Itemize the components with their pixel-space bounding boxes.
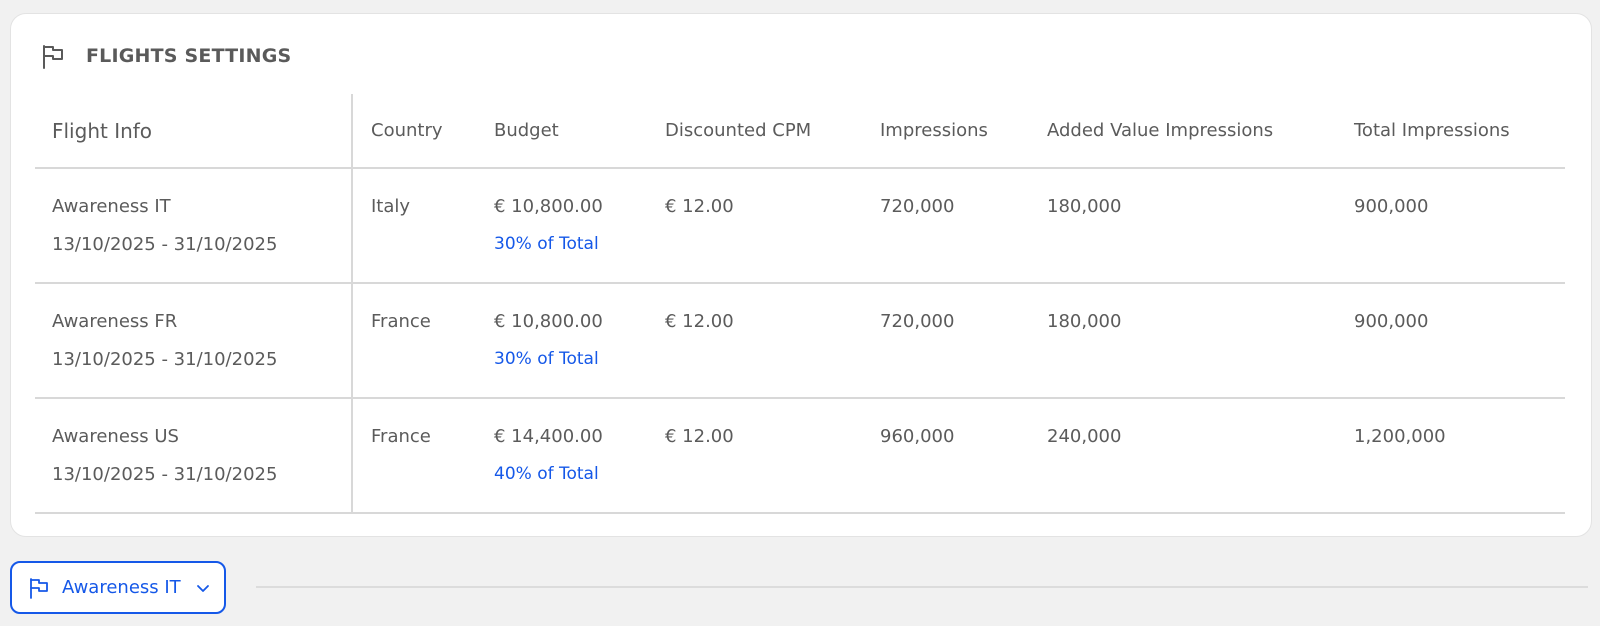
- card-header: FLIGHTS SETTINGS: [39, 42, 291, 70]
- budget-cell: € 10,800.00 30% of Total: [494, 168, 665, 284]
- flight-info-cell: Awareness US 13/10/2025 - 31/10/2025: [35, 398, 353, 514]
- impressions-cell: 720,000: [880, 168, 1047, 284]
- flight-selector-button[interactable]: Awareness IT: [10, 561, 226, 614]
- budget-share: 30% of Total: [494, 234, 599, 254]
- flight-dates: 13/10/2025 - 31/10/2025: [52, 349, 278, 370]
- budget-value: € 14,400.00: [494, 426, 603, 447]
- flight-name: Awareness IT: [52, 196, 171, 217]
- flight-dates: 13/10/2025 - 31/10/2025: [52, 464, 278, 485]
- header-budget: Budget: [494, 94, 665, 169]
- cpm-cell: € 12.00: [665, 398, 880, 514]
- added-value-cell: 180,000: [1047, 283, 1354, 399]
- added-value-cell: 180,000: [1047, 168, 1354, 284]
- chevron-down-icon: [196, 584, 209, 592]
- budget-value: € 10,800.00: [494, 311, 603, 332]
- impressions-cell: 960,000: [880, 398, 1047, 514]
- cpm-cell: € 12.00: [665, 168, 880, 284]
- header-discounted-cpm: Discounted CPM: [665, 94, 880, 169]
- section-title: FLIGHTS SETTINGS: [86, 45, 292, 67]
- flight-name: Awareness US: [52, 426, 179, 447]
- flights-settings-card: FLIGHTS SETTINGS Flight Info Country Bud…: [10, 13, 1592, 537]
- country-cell: France: [352, 398, 494, 514]
- impressions-cell: 720,000: [880, 283, 1047, 399]
- table-header-row: Flight Info Country Budget Discounted CP…: [35, 94, 1565, 169]
- table-row: Awareness IT 13/10/2025 - 31/10/2025 Ita…: [35, 168, 1565, 284]
- divider: [256, 586, 1588, 588]
- total-impressions-cell: 900,000: [1354, 168, 1565, 284]
- table-row: Awareness FR 13/10/2025 - 31/10/2025 Fra…: [35, 283, 1565, 399]
- table-row: Awareness US 13/10/2025 - 31/10/2025 Fra…: [35, 398, 1565, 514]
- flag-icon: [30, 577, 48, 599]
- country-cell: Italy: [352, 168, 494, 284]
- budget-share: 30% of Total: [494, 349, 599, 369]
- flight-dates: 13/10/2025 - 31/10/2025: [52, 234, 278, 255]
- header-total-impressions: Total Impressions: [1354, 94, 1565, 169]
- country-cell: France: [352, 283, 494, 399]
- total-impressions-cell: 900,000: [1354, 283, 1565, 399]
- header-country: Country: [352, 94, 494, 169]
- budget-value: € 10,800.00: [494, 196, 603, 217]
- cpm-cell: € 12.00: [665, 283, 880, 399]
- budget-share: 40% of Total: [494, 464, 599, 484]
- header-impressions: Impressions: [880, 94, 1047, 169]
- total-impressions-cell: 1,200,000: [1354, 398, 1565, 514]
- flight-name: Awareness FR: [52, 311, 178, 332]
- flag-icon: [43, 45, 63, 69]
- budget-cell: € 10,800.00 30% of Total: [494, 283, 665, 399]
- flight-selector-label: Awareness IT: [62, 577, 181, 598]
- added-value-cell: 240,000: [1047, 398, 1354, 514]
- flight-info-cell: Awareness FR 13/10/2025 - 31/10/2025: [35, 283, 353, 399]
- budget-cell: € 14,400.00 40% of Total: [494, 398, 665, 514]
- header-flight-info: Flight Info: [35, 94, 353, 169]
- flight-info-cell: Awareness IT 13/10/2025 - 31/10/2025: [35, 168, 353, 284]
- flights-table: Flight Info Country Budget Discounted CP…: [35, 94, 1565, 514]
- header-added-value-impressions: Added Value Impressions: [1047, 94, 1354, 169]
